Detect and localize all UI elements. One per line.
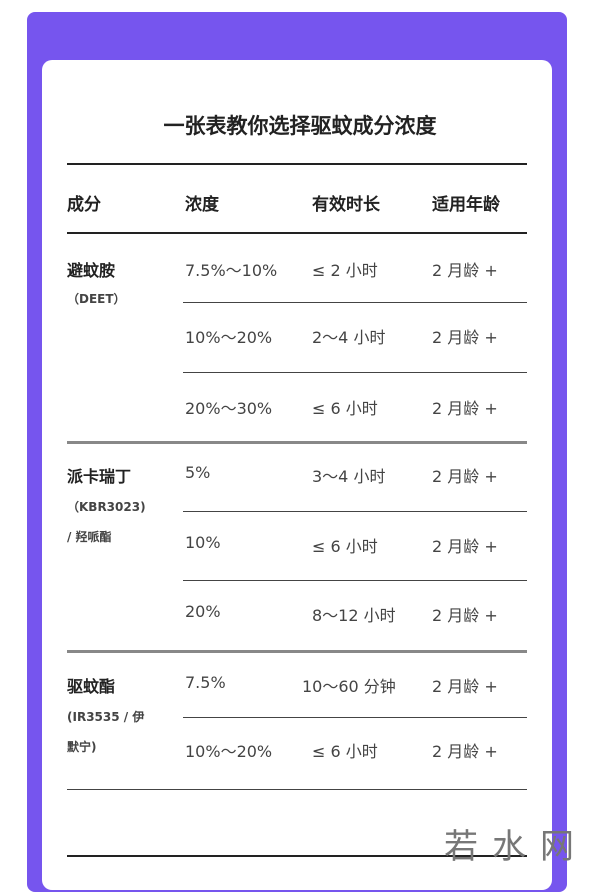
top-rule: [67, 163, 527, 165]
concentration-cell: 7.5%～10%: [185, 261, 278, 280]
concentration-cell: 20%: [185, 602, 221, 621]
age-cell: 2 月龄 +: [432, 742, 498, 761]
age-cell: 2 月龄 +: [432, 399, 498, 418]
age-cell: 2 月龄 +: [432, 261, 498, 280]
concentration-cell: 10%～20%: [185, 328, 273, 347]
row-divider: [183, 372, 527, 373]
ingredient-alias: （DEET）: [67, 292, 126, 306]
group-divider: [67, 789, 527, 790]
duration-cell: 8～12 小时: [312, 606, 396, 625]
group-divider: [67, 441, 527, 444]
row-divider: [183, 302, 527, 303]
white-panel: [42, 60, 552, 890]
duration-cell: 10～60 分钟: [302, 677, 396, 696]
ingredient-alias: 默宁): [67, 740, 97, 754]
ingredient-name: 驱蚊酯: [67, 677, 116, 696]
duration-cell: ≤ 2 小时: [312, 261, 378, 280]
header-rule: [67, 232, 527, 234]
duration-cell: ≤ 6 小时: [312, 742, 378, 761]
page-title: 一张表教你选择驱蚊成分浓度: [163, 114, 437, 138]
ingredient-alias: / 羟哌酯: [67, 530, 112, 544]
concentration-cell: 20%～30%: [185, 399, 273, 418]
ingredient-name: 派卡瑞丁: [67, 467, 132, 486]
duration-cell: 3～4 小时: [312, 467, 386, 486]
header-duration: 有效时长: [312, 195, 380, 215]
age-cell: 2 月龄 +: [432, 606, 498, 625]
row-divider: [183, 580, 527, 581]
age-cell: 2 月龄 +: [432, 677, 498, 696]
concentration-cell: 5%: [185, 463, 211, 482]
header-ingredient: 成分: [67, 195, 101, 215]
watermark: 若水网: [444, 827, 588, 867]
header-concentration: 浓度: [185, 195, 219, 215]
ingredient-name: 避蚊胺: [67, 261, 116, 280]
ingredient-alias: (IR3535 / 伊: [67, 710, 145, 724]
age-cell: 2 月龄 +: [432, 537, 498, 556]
concentration-cell: 7.5%: [185, 673, 226, 692]
bottom-rule: [67, 855, 527, 857]
group-divider: [67, 650, 527, 653]
duration-cell: ≤ 6 小时: [312, 399, 378, 418]
concentration-cell: 10%: [185, 533, 221, 552]
concentration-cell: 10%～20%: [185, 742, 273, 761]
ingredient-alias: （KBR3023): [67, 500, 146, 514]
header-age: 适用年龄: [432, 195, 500, 215]
age-cell: 2 月龄 +: [432, 467, 498, 486]
row-divider: [183, 511, 527, 512]
row-divider: [183, 717, 527, 718]
duration-cell: 2～4 小时: [312, 328, 386, 347]
age-cell: 2 月龄 +: [432, 328, 498, 347]
duration-cell: ≤ 6 小时: [312, 537, 378, 556]
